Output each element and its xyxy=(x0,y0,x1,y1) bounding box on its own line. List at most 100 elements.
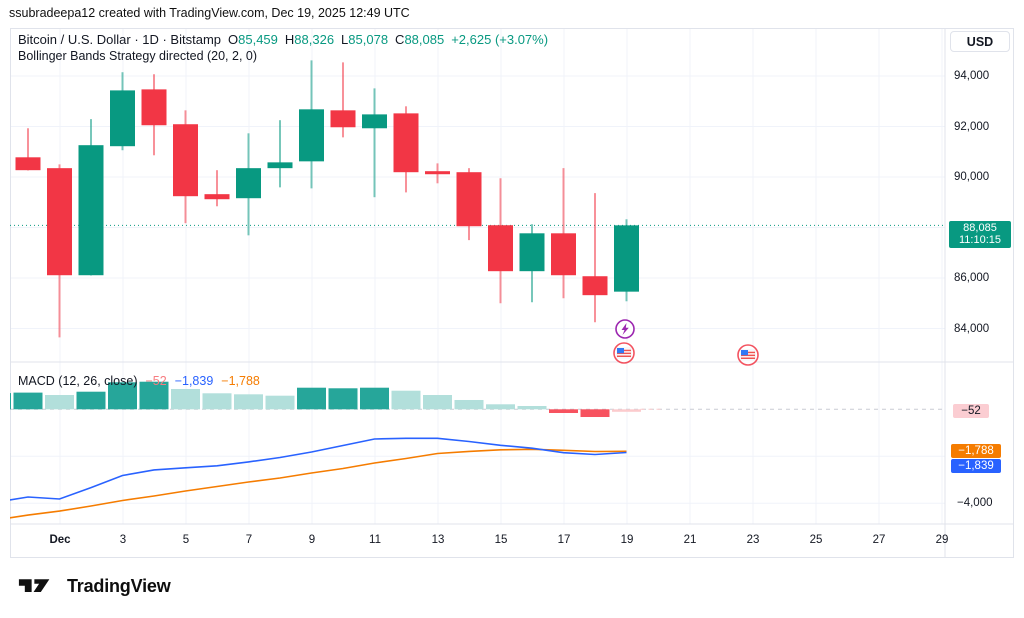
time-tick-label: 19 xyxy=(620,534,634,546)
time-axis[interactable]: Dec 3 5 7 9 11 13 15 17 19 21 23 25 27 29 xyxy=(10,524,1014,558)
macd-signal-badge: −1,788 xyxy=(951,444,1001,459)
bar-countdown: 11:10:15 xyxy=(958,234,1001,247)
time-tick-label: 7 xyxy=(245,534,253,546)
ohlc-letter: O xyxy=(228,32,239,47)
ohlc-letter: H xyxy=(284,32,295,47)
candle-body[interactable] xyxy=(78,145,104,276)
candle-body[interactable] xyxy=(425,171,450,175)
macd-histogram-bar xyxy=(517,406,547,410)
macd-histogram-bar xyxy=(108,382,137,410)
macd-histogram-bar xyxy=(454,399,484,410)
macd-histogram-bar xyxy=(549,409,578,413)
ohlc-value: 85,078 xyxy=(348,32,389,47)
time-tick-label: 3 xyxy=(119,534,127,546)
candle-body[interactable] xyxy=(456,172,482,227)
candle-body[interactable] xyxy=(299,109,324,162)
macd-histogram-bar xyxy=(265,395,295,410)
time-tick-label: 9 xyxy=(308,534,316,546)
candle-body[interactable] xyxy=(204,194,230,200)
macd-histogram-bar xyxy=(10,393,11,410)
chart-frame: Bitcoin / U.S. Dollar · 1D · Bitstamp O85… xyxy=(10,28,1014,558)
us-flag-stripe xyxy=(617,352,631,355)
tradingview-logo-icon xyxy=(18,579,50,592)
time-tick-label: 23 xyxy=(746,534,760,546)
candle-body[interactable] xyxy=(582,276,608,296)
candle-body[interactable] xyxy=(47,168,72,276)
ohlc-letter: C xyxy=(395,32,405,47)
macd-histogram-bar xyxy=(423,395,452,410)
macd-histogram-bar xyxy=(391,390,421,410)
current-price-badge: 88,085 11:10:15 xyxy=(949,221,1011,249)
candle-body[interactable] xyxy=(551,233,576,276)
time-tick-label: 27 xyxy=(872,534,886,546)
strategy-title[interactable]: Bollinger Bands Strategy directed (20, 2… xyxy=(18,49,258,63)
symbol-legend[interactable]: Bitcoin / U.S. Dollar · 1D · Bitstamp O85… xyxy=(18,32,548,64)
candle-body[interactable] xyxy=(173,124,198,197)
tradingview-branding[interactable]: TradingView xyxy=(18,576,171,597)
candle-body[interactable] xyxy=(267,162,293,169)
time-tick-label: 21 xyxy=(683,534,697,546)
change-value: +2,625 (+3.07%) xyxy=(451,32,549,47)
macd-hist-badge: −52 xyxy=(953,403,989,418)
symbol-title: Bitcoin / U.S. Dollar · 1D · Bitstamp xyxy=(18,32,221,47)
candle-body[interactable] xyxy=(141,89,167,126)
us-flag-stripe xyxy=(741,357,755,359)
time-tick-label: 11 xyxy=(369,534,381,546)
macd-line xyxy=(10,437,627,501)
price-tick-label: 84,000 xyxy=(954,322,990,335)
macd-histogram-bar xyxy=(202,393,232,410)
macd-histogram-bar xyxy=(328,388,358,410)
time-tick-label: 5 xyxy=(182,534,190,546)
macd-histogram-bar xyxy=(139,381,169,410)
time-tick-label: 25 xyxy=(809,534,823,546)
candle-body[interactable] xyxy=(110,90,135,147)
ohlc-value: 88,085 xyxy=(404,32,445,47)
macd-histogram-bar xyxy=(13,392,43,410)
candle-body[interactable] xyxy=(236,168,261,199)
candle-body[interactable] xyxy=(15,157,41,171)
us-flag-canton xyxy=(741,350,748,356)
price-tick-label: 90,000 xyxy=(954,171,990,183)
tradingview-wordmark: TradingView xyxy=(67,576,171,596)
candle-body[interactable] xyxy=(330,110,356,128)
us-flag-canton xyxy=(617,348,624,354)
candle-body[interactable] xyxy=(614,225,639,292)
us-flag-stripe xyxy=(741,354,755,357)
macd-histogram-bar xyxy=(612,409,641,412)
time-tick-label: 13 xyxy=(431,534,445,546)
macd-histogram-bar xyxy=(580,409,610,418)
ohlc-values: O85,459 H88,326 L85,078 C88,085 xyxy=(221,32,444,47)
macd-histogram-bar xyxy=(360,387,389,410)
time-tick-label: Dec xyxy=(49,534,71,546)
symbol-status-row[interactable]: Bitcoin / U.S. Dollar · 1D · Bitstamp O85… xyxy=(18,32,548,48)
macd-line-badge: −1,839 xyxy=(951,458,1001,473)
ohlc-value: 88,326 xyxy=(294,32,335,47)
attribution-text: ssubradeepa12 created with TradingView.c… xyxy=(9,6,410,20)
time-tick-label: 17 xyxy=(557,534,571,546)
macd-legend[interactable]: MACD (12, 26, close) −52 −1,839 −1,788 xyxy=(18,374,260,388)
macd-histogram-bar xyxy=(76,391,106,410)
time-tick-label: 15 xyxy=(494,534,508,546)
lightning-icon xyxy=(621,323,629,335)
macd-line-value: −1,839 xyxy=(174,374,214,388)
price-tick-label: 92,000 xyxy=(954,120,990,133)
candle-body[interactable] xyxy=(393,113,419,173)
candle-body[interactable] xyxy=(519,233,545,272)
candle-body[interactable] xyxy=(488,225,513,272)
chart-canvas[interactable] xyxy=(10,28,1014,558)
macd-signal-line xyxy=(10,448,627,519)
macd-histogram-bar xyxy=(297,387,326,410)
price-tick-label: 94,000 xyxy=(954,70,990,82)
price-axis[interactable]: USD 94,000 92,000 90,000 86,000 84,000 88,08… xyxy=(945,28,1014,558)
macd-histogram-bar xyxy=(486,404,515,410)
candle-body[interactable] xyxy=(362,114,387,129)
macd-axis-tick: −4,000 xyxy=(957,497,993,510)
ohlc-letter: L xyxy=(341,32,349,47)
macd-label: MACD (12, 26, close) xyxy=(18,374,138,388)
macd-histogram-bar xyxy=(234,394,263,410)
current-price: 88,085 xyxy=(963,222,997,235)
currency-button[interactable]: USD xyxy=(950,31,1010,52)
time-tick-label: 29 xyxy=(935,534,949,546)
ohlc-value: 85,459 xyxy=(238,32,278,47)
